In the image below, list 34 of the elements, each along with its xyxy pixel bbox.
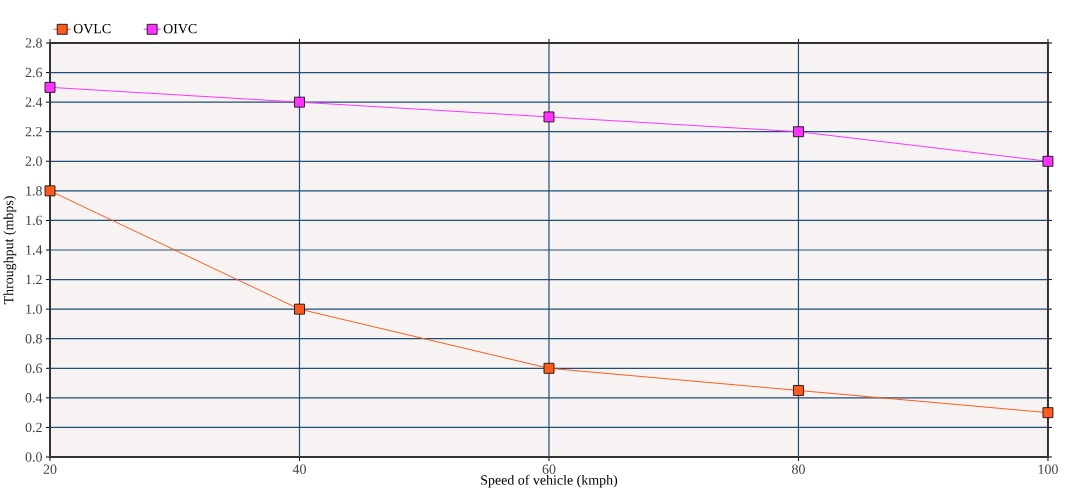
x-tick-label: 60	[542, 464, 556, 474]
x-tick-label: 40	[292, 464, 306, 474]
point	[44, 81, 56, 93]
point	[294, 303, 305, 315]
y-tick-label: 0.6	[25, 363, 43, 374]
y-tick-label: 1.4	[26, 245, 43, 255]
legend-label: OIVC	[163, 23, 197, 34]
y-axis-title: Throughput (mbps)	[3, 196, 17, 305]
y-tick-label: 0.2	[25, 422, 42, 433]
y-tick-label: 0.0	[25, 452, 42, 462]
y-tick-label: 1.0	[26, 304, 42, 314]
x-axis-title: Speed of vehicle (kmph)	[481, 474, 618, 488]
y-tick-label: 2.2	[25, 127, 42, 137]
point	[793, 126, 804, 138]
legend-label: OVLC	[73, 23, 111, 34]
point	[543, 111, 555, 123]
y-tick-label: 1.8	[26, 186, 42, 196]
y-tick-label: 2.8	[25, 38, 42, 48]
x-tick-label: 20	[43, 464, 57, 474]
y-tick-label: 0.8	[25, 333, 42, 344]
y-tick-label: 0.4	[25, 393, 43, 403]
point	[1042, 155, 1054, 167]
y-tick-label: 1.6	[26, 215, 43, 226]
point	[1042, 407, 1054, 419]
point	[294, 96, 305, 108]
point	[793, 385, 804, 396]
y-tick-label: 2.6	[25, 67, 43, 78]
y-tick-label: 2.4	[25, 97, 43, 107]
x-tick-label: 80	[792, 464, 805, 474]
y-tick-label: 2.0	[25, 156, 42, 167]
x-tick-label: 100	[1038, 464, 1058, 474]
point	[543, 362, 555, 374]
point	[44, 185, 56, 197]
y-tick-label: 1.2	[26, 274, 42, 285]
